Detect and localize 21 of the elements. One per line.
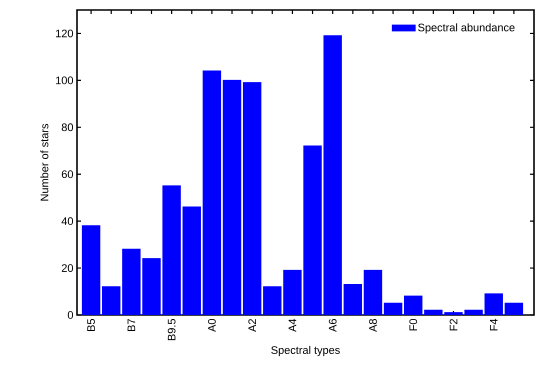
y-tick-label: 40 — [62, 217, 74, 226]
x-tick-label: A6 — [328, 319, 337, 332]
x-tick-label: A0 — [208, 318, 216, 332]
x-tick-label: F4 — [490, 318, 498, 330]
y-tick-label: 60 — [62, 170, 74, 178]
legend-label: Spectral abundance — [418, 23, 515, 34]
x-tick-label: F0 — [409, 318, 418, 330]
x-tick-label: B5 — [87, 318, 95, 332]
y-tick-label: 100 — [56, 76, 74, 84]
x-tick-label: F2 — [450, 319, 458, 330]
x-tick-label: B7 — [128, 319, 136, 332]
x-tick-label: A4 — [288, 318, 296, 332]
y-axis-title: Number of stars — [40, 124, 48, 201]
x-tick-label: A2 — [248, 319, 256, 332]
x-tick-label: A8 — [369, 319, 377, 332]
y-tick-label: 120 — [56, 30, 74, 38]
x-tick-label: B9.5 — [168, 318, 176, 340]
y-tick-label: 80 — [62, 123, 74, 132]
x-axis-title: Spectral types — [271, 346, 340, 356]
y-tick-label: 0 — [68, 311, 74, 319]
y-tick-label: 20 — [62, 264, 74, 272]
